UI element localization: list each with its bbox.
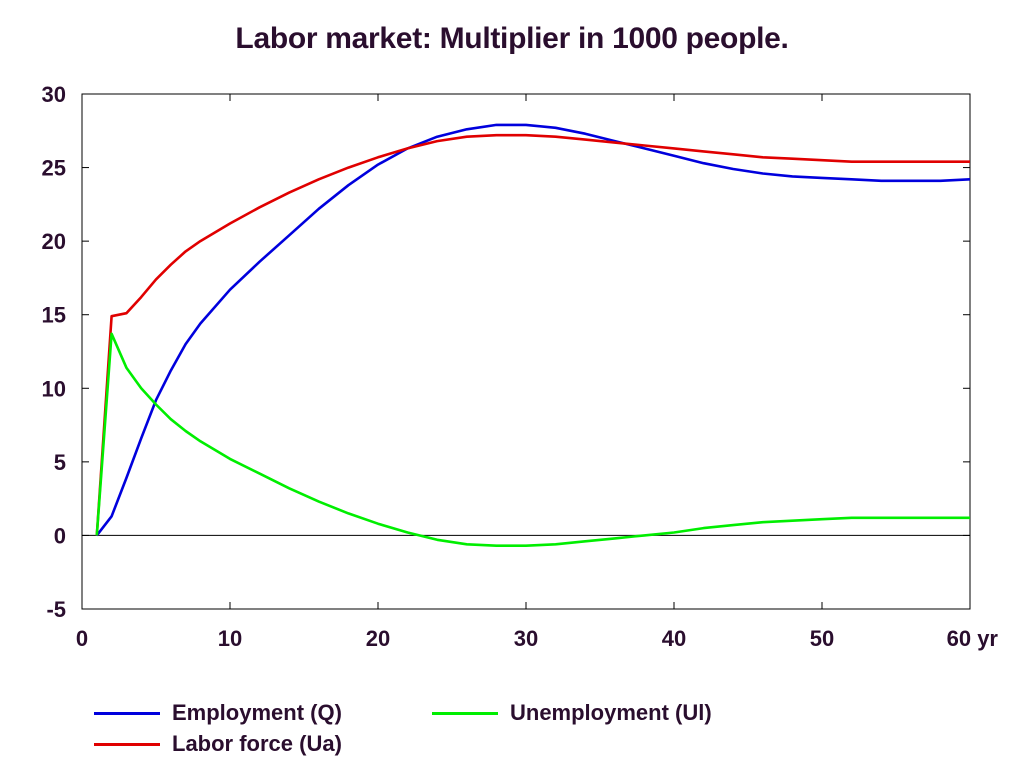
plot-area-border [81, 93, 971, 610]
y-tick-label: 0 [54, 523, 66, 548]
series-lines [95, 123, 971, 548]
y-tick-label: 15 [42, 303, 66, 328]
employment-line [95, 123, 971, 537]
legend-label-employment: Employment (Q) [172, 700, 342, 725]
x-tick-label: 40 [662, 626, 686, 651]
legend-swatch-unemployment [432, 711, 498, 715]
y-tick-label: 5 [54, 450, 66, 475]
x-tick-label: 10 [218, 626, 242, 651]
x-tick-label: 20 [366, 626, 390, 651]
legend-item-employment: Employment (Q) [94, 700, 342, 726]
unemployment-line [95, 332, 970, 548]
legend-swatch-labor-force [94, 742, 160, 746]
labor-force-line [95, 133, 970, 536]
x-tick-label: 0 [76, 626, 88, 651]
y-tick-label: 30 [42, 82, 66, 107]
y-tick-label: 20 [42, 229, 66, 254]
x-tick-label: 60 yr [947, 626, 999, 651]
y-tick-label: -5 [46, 597, 66, 622]
legend-item-labor-force: Labor force (Ua) [94, 731, 342, 757]
legend-label-unemployment: Unemployment (Ul) [510, 700, 712, 725]
plot-frame [81, 93, 971, 610]
legend-item-unemployment: Unemployment (Ul) [432, 700, 712, 726]
legend-swatch-employment [94, 711, 160, 715]
axis-ticks: -5 0 5 10 15 20 25 30 0 10 20 30 40 50 60 yr [42, 82, 999, 651]
x-tick-label: 30 [514, 626, 538, 651]
chart-title: Labor market: Multiplier in 1000 people. [235, 22, 789, 55]
legend-label-labor-force: Labor force (Ua) [172, 731, 342, 756]
x-tick-label: 50 [810, 626, 834, 651]
y-tick-label: 25 [42, 156, 66, 181]
y-tick-label: 10 [42, 376, 66, 401]
